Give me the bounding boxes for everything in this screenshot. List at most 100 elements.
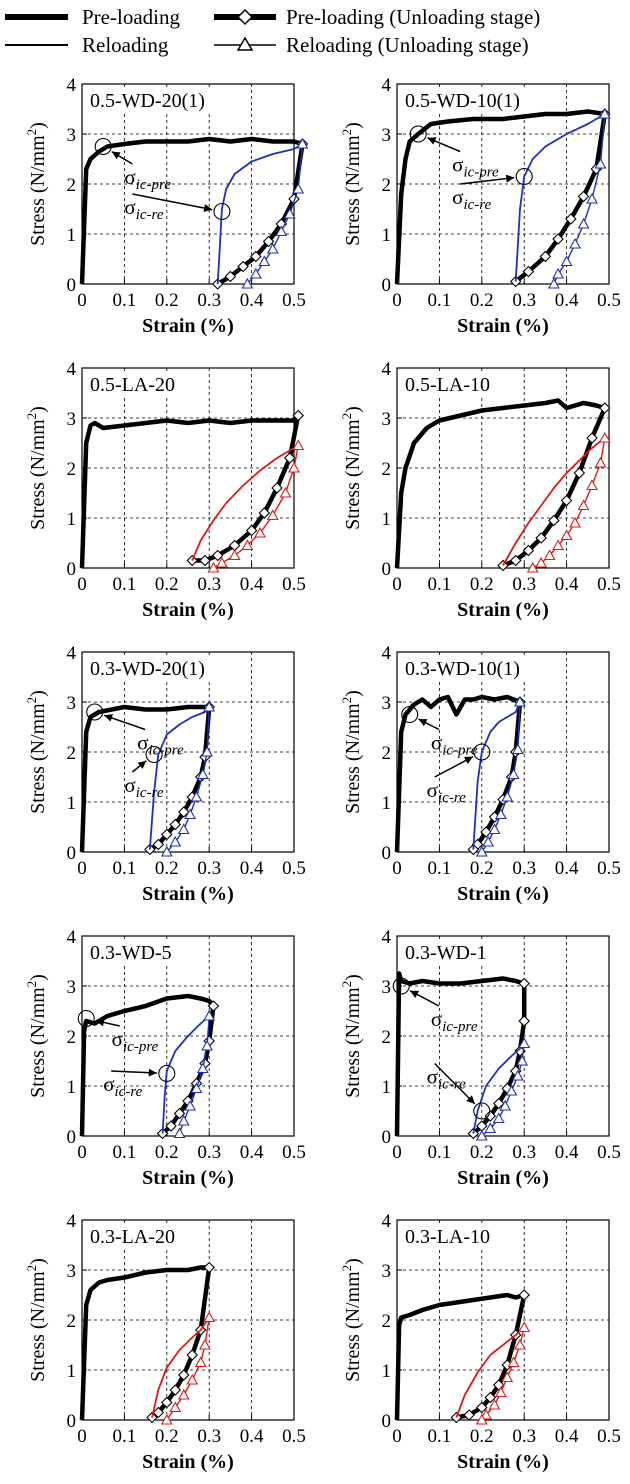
series-line — [394, 1292, 525, 1421]
y-tick-label: 0 — [382, 1127, 392, 1148]
chart-svg: 0 0.1 0.2 0.3 0.4 0.5 0 1 2 3 4 Strain (%) Stress (N… — [339, 359, 621, 621]
x-tick-label: 0.4 — [240, 858, 264, 879]
chart-title: 0.3-WD-1 — [405, 942, 487, 964]
x-tick-label: 0 — [392, 574, 402, 595]
data-point-triangle — [475, 1413, 488, 1425]
annotation-arrow-head — [148, 1068, 157, 1077]
data-point-diamond — [207, 1000, 220, 1012]
series-line — [394, 694, 521, 853]
annotation-subscript: ic-pre — [136, 177, 172, 193]
y-tick-label: 3 — [67, 125, 77, 146]
annotation-arrow-line — [132, 193, 213, 211]
data-point-diamond — [173, 1107, 186, 1120]
data-point-triangle — [577, 499, 590, 511]
data-point-diamond — [539, 250, 552, 263]
data-point-triangle — [494, 1386, 507, 1398]
y-tick-label: 4 — [382, 359, 392, 380]
y-tick-label: 0 — [382, 559, 392, 580]
data-point-triangle — [279, 486, 292, 498]
y-axis-label-suffix: ) — [342, 122, 364, 129]
data-point-triangle — [514, 1338, 526, 1350]
data-point-triangle — [203, 1311, 216, 1323]
data-point-diamond — [186, 1349, 199, 1361]
data-point-triangle — [475, 1129, 488, 1141]
chart-svg: 0 0.1 0.2 0.3 0.4 0.5 0 1 2 3 4 Strain (%) Stress (N… — [24, 359, 306, 621]
data-point-triangle — [283, 207, 296, 219]
annotation-label: σic-pre — [137, 731, 184, 759]
y-axis-label-suffix: ) — [342, 1258, 364, 1265]
y-tick-label: 2 — [67, 1027, 77, 1048]
y-tick-label: 1 — [382, 509, 392, 530]
data-point-diamond — [484, 1391, 497, 1404]
x-tick-label: 0.2 — [470, 1426, 494, 1447]
legend-svg: Pre-loading Pre-loading (Unloading stage… — [5, 5, 540, 57]
data-point-diamond — [565, 213, 577, 225]
y-tick-label: 4 — [382, 643, 392, 664]
y-tick-label: 1 — [67, 1361, 77, 1382]
x-tick-label: 0.5 — [282, 290, 306, 311]
legend-triangle-marker — [236, 36, 254, 51]
y-tick-label: 2 — [382, 1027, 392, 1048]
series-line — [79, 414, 300, 569]
y-axis-label: Stress (N/mm2) — [24, 1258, 49, 1382]
data-point-triangle — [275, 225, 288, 237]
chart-panel: 0 0.1 0.2 0.3 0.4 0.5 0 1 2 3 4 Strain (%) Stress (N… — [0, 346, 315, 630]
chart-title: 0.3-LA-20 — [90, 1226, 175, 1248]
data-point-triangle — [552, 539, 565, 551]
x-tick-label: 0 — [77, 290, 87, 311]
y-axis-label: Stress (N/mm2) — [339, 974, 364, 1098]
annotation-circle — [158, 1064, 176, 1083]
chart-svg: 0 0.1 0.2 0.3 0.4 0.5 0 1 2 3 4 Strain (%) Stress (N… — [339, 643, 621, 905]
data-point-diamond — [271, 482, 283, 494]
x-tick-label: 0.2 — [470, 290, 494, 311]
x-tick-label: 0.1 — [428, 290, 452, 311]
x-tick-label: 0.4 — [240, 1426, 264, 1447]
annotation-arrow-head — [427, 137, 437, 145]
series-line — [394, 398, 606, 569]
series-line — [148, 706, 210, 850]
chart-panel: 0 0.1 0.2 0.3 0.4 0.5 0 1 2 3 4 Strain (%) Stress (N… — [315, 914, 630, 1198]
annotation-arrow-head — [410, 990, 420, 998]
data-point-diamond — [518, 1015, 530, 1027]
data-point-triangle — [266, 509, 279, 521]
x-tick-label: 0.2 — [155, 858, 179, 879]
data-point-diamond — [177, 1369, 190, 1381]
data-point-triangle — [292, 439, 305, 451]
chart-svg: 0 0.1 0.2 0.3 0.4 0.5 0 1 2 3 4 Strain (%) Stress (N… — [24, 927, 306, 1189]
x-tick-label: 0.1 — [428, 1426, 452, 1447]
data-point-diamond — [161, 828, 173, 841]
y-tick-label: 3 — [382, 409, 392, 430]
data-point-triangle — [254, 526, 267, 538]
data-point-triangle — [173, 1127, 186, 1139]
data-point-triangle — [594, 157, 607, 169]
x-axis-label: Strain (%) — [142, 883, 234, 905]
annotation-subscript: ic-pre — [442, 1019, 478, 1035]
data-point-diamond — [288, 193, 300, 205]
y-axis-label-superscript: 2 — [339, 1265, 354, 1272]
data-point-diamond — [476, 1401, 488, 1414]
y-axis-label-superscript: 2 — [339, 697, 354, 704]
data-point-triangle — [518, 1037, 531, 1049]
x-tick-label: 0.3 — [512, 1142, 536, 1163]
y-tick-label: 3 — [382, 1261, 392, 1282]
data-point-diamond — [203, 1261, 215, 1274]
x-axis-label: Strain (%) — [457, 599, 549, 621]
annotation-arrow-head — [137, 760, 147, 769]
annotation-arrow-line — [460, 176, 515, 185]
y-tick-label: 4 — [67, 643, 77, 664]
data-point-diamond — [250, 250, 262, 263]
annotation-circle — [473, 1102, 491, 1120]
legend-label-reloading: Reloading — [82, 33, 169, 57]
data-point-diamond — [165, 1120, 177, 1132]
y-tick-label: 2 — [382, 175, 392, 196]
x-tick-label: 0.1 — [113, 1426, 137, 1447]
annotation-subscript: ic-re — [115, 1084, 143, 1100]
annotation-label: σic-re — [427, 778, 466, 806]
y-tick-label: 1 — [67, 1077, 77, 1098]
x-tick-label: 0.4 — [555, 1426, 579, 1447]
chart-title-background — [86, 371, 181, 397]
data-point-diamond — [518, 1289, 530, 1301]
x-tick-label: 0 — [77, 574, 87, 595]
x-tick-label: 0.1 — [428, 858, 452, 879]
data-point-diamond — [245, 524, 258, 537]
